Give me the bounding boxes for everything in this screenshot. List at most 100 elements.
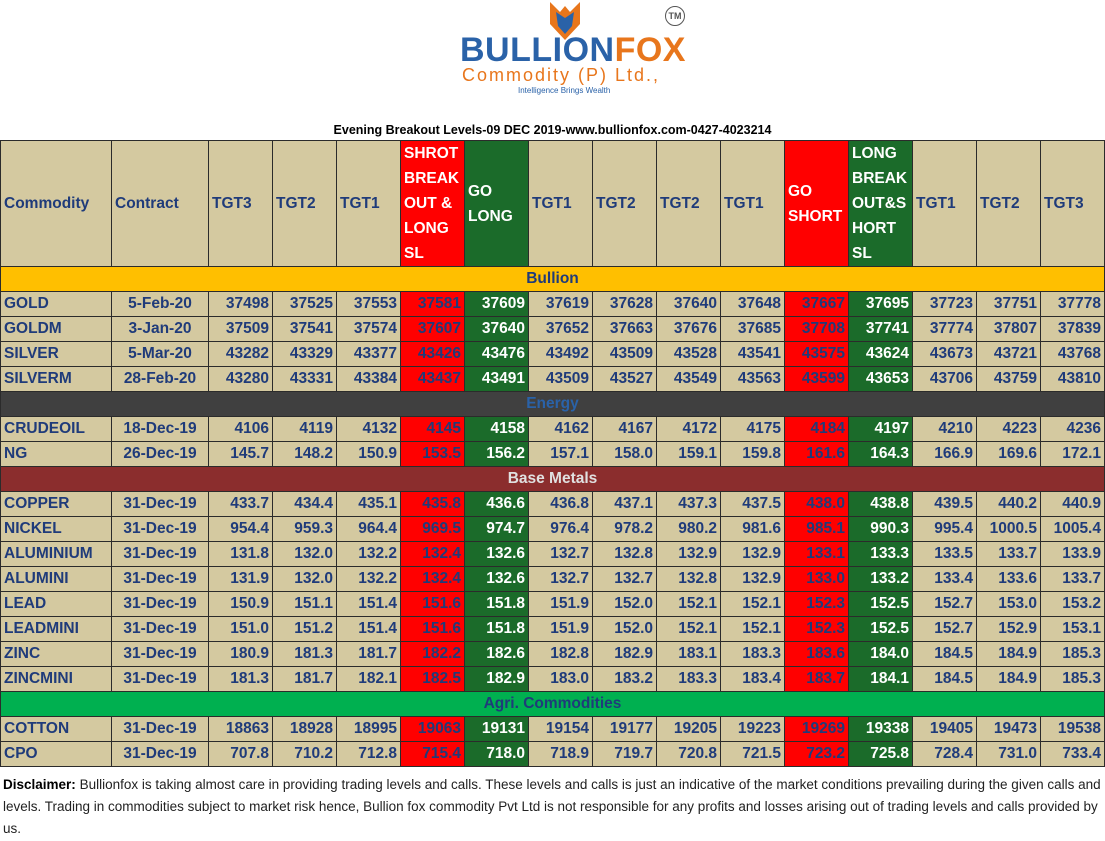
contract-cell: 5-Mar-20: [111, 341, 209, 367]
level-cell: 439.5: [912, 491, 977, 517]
table-row: CPO 31-Dec-19 707.8 710.2 712.8 715.4 718.0 718…: [0, 741, 1105, 767]
level-cell: 4106: [208, 416, 273, 442]
table-row: ZINCMINI 31-Dec-19 181.3 181.7 182.1 182.5 182…: [0, 666, 1105, 692]
table-row: SILVER 5-Mar-20 43282 43329 43377 43426 43476 4…: [0, 341, 1105, 367]
header-cell: TGT1: [336, 140, 401, 267]
header-cell: TGT2: [592, 140, 657, 267]
header-cell: TGT1: [528, 140, 593, 267]
level-cell: 433.7: [208, 491, 273, 517]
level-cell: 438.8: [848, 491, 913, 517]
level-cell: 184.9: [976, 666, 1041, 692]
level-cell: 151.9: [528, 616, 593, 642]
level-cell: 43329: [272, 341, 337, 367]
level-cell: 19063: [400, 716, 465, 742]
level-cell: 43476: [464, 341, 529, 367]
level-cell: 183.4: [720, 666, 785, 692]
level-cell: 37574: [336, 316, 401, 342]
level-cell: 43509: [592, 341, 657, 367]
level-cell: 980.2: [656, 516, 721, 542]
level-cell: 4119: [272, 416, 337, 442]
commodity-cell: GOLD: [0, 291, 112, 317]
level-cell: 19223: [720, 716, 785, 742]
level-cell: 719.7: [592, 741, 657, 767]
level-cell: 185.3: [1040, 641, 1105, 667]
level-cell: 4197: [848, 416, 913, 442]
level-cell: 153.2: [1040, 591, 1105, 617]
level-cell: 964.4: [336, 516, 401, 542]
trademark-badge: TM: [665, 6, 685, 26]
table-row: LEADMINI 31-Dec-19 151.0 151.2 151.4 151.6 151…: [0, 616, 1105, 642]
level-cell: 37640: [464, 316, 529, 342]
contract-cell: 5-Feb-20: [111, 291, 209, 317]
level-cell: 150.9: [208, 591, 273, 617]
level-cell: 132.4: [400, 566, 465, 592]
commodity-cell: ALUMINIUM: [0, 541, 112, 567]
level-cell: 153.5: [400, 441, 465, 467]
level-cell: 43491: [464, 366, 529, 392]
level-cell: 153.1: [1040, 616, 1105, 642]
commodity-cell: GOLDM: [0, 316, 112, 342]
section-title: Energy: [0, 391, 1105, 417]
level-cell: 37525: [272, 291, 337, 317]
level-cell: 148.2: [272, 441, 337, 467]
disclaimer-label: Disclaimer:: [3, 777, 76, 792]
header-cell: Commodity: [0, 140, 112, 267]
level-cell: 4223: [976, 416, 1041, 442]
section-row: Agri. Commodities: [0, 691, 1105, 717]
level-cell: 19205: [656, 716, 721, 742]
level-cell: 181.7: [336, 641, 401, 667]
table-row: NG 26-Dec-19 145.7 148.2 150.9 153.5 156.2 157.…: [0, 441, 1105, 467]
level-cell: 180.9: [208, 641, 273, 667]
level-cell: 4167: [592, 416, 657, 442]
contract-cell: 31-Dec-19: [111, 566, 209, 592]
level-cell: 152.1: [656, 616, 721, 642]
level-cell: 436.6: [464, 491, 529, 517]
level-cell: 4236: [1040, 416, 1105, 442]
header-cell: TGT3: [1040, 140, 1105, 267]
level-cell: 440.2: [976, 491, 1041, 517]
level-cell: 132.6: [464, 541, 529, 567]
level-cell: 37553: [336, 291, 401, 317]
level-cell: 37807: [976, 316, 1041, 342]
level-cell: 731.0: [976, 741, 1041, 767]
level-cell: 43282: [208, 341, 273, 367]
level-cell: 437.3: [656, 491, 721, 517]
level-cell: 182.6: [464, 641, 529, 667]
level-cell: 132.7: [528, 566, 593, 592]
table-row: GOLD 5-Feb-20 37498 37525 37553 37581 37609 376…: [0, 291, 1105, 317]
level-cell: 184.5: [912, 666, 977, 692]
level-cell: 959.3: [272, 516, 337, 542]
level-cell: 728.4: [912, 741, 977, 767]
level-cell: 152.9: [976, 616, 1041, 642]
level-cell: 151.6: [400, 591, 465, 617]
contract-cell: 31-Dec-19: [111, 591, 209, 617]
level-cell: 712.8: [336, 741, 401, 767]
level-cell: 151.9: [528, 591, 593, 617]
level-cell: 37774: [912, 316, 977, 342]
level-cell: 18995: [336, 716, 401, 742]
level-cell: 43810: [1040, 366, 1105, 392]
level-cell: 132.8: [656, 566, 721, 592]
level-cell: 183.7: [784, 666, 849, 692]
level-cell: 151.0: [208, 616, 273, 642]
level-cell: 43706: [912, 366, 977, 392]
contract-cell: 18-Dec-19: [111, 416, 209, 442]
level-cell: 440.9: [1040, 491, 1105, 517]
section-row: Base Metals: [0, 466, 1105, 492]
level-cell: 37581: [400, 291, 465, 317]
disclaimer-text: Bullionfox is taking almost care in prov…: [3, 777, 1101, 836]
table-row: GOLDM 3-Jan-20 37509 37541 37574 37607 37640 37…: [0, 316, 1105, 342]
contract-cell: 31-Dec-19: [111, 541, 209, 567]
level-cell: 37609: [464, 291, 529, 317]
section-row: Bullion: [0, 266, 1105, 292]
contract-cell: 3-Jan-20: [111, 316, 209, 342]
level-cell: 133.3: [848, 541, 913, 567]
level-cell: 43377: [336, 341, 401, 367]
level-cell: 151.4: [336, 591, 401, 617]
level-cell: 43541: [720, 341, 785, 367]
table-row: LEAD 31-Dec-19 150.9 151.1 151.4 151.6 151.8 15…: [0, 591, 1105, 617]
level-cell: 152.3: [784, 591, 849, 617]
level-cell: 183.3: [720, 641, 785, 667]
level-cell: 978.2: [592, 516, 657, 542]
level-cell: 152.0: [592, 616, 657, 642]
